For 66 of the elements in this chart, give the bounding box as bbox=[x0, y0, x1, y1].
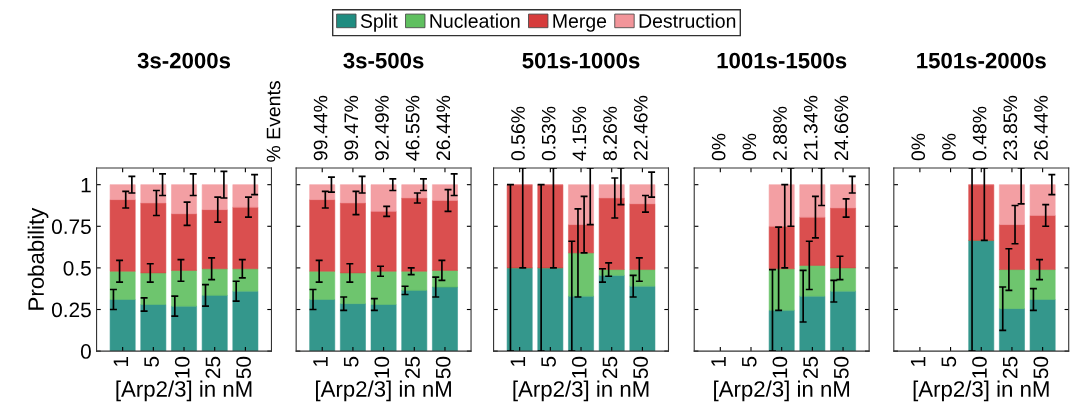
x-tick-label: 1 bbox=[510, 357, 526, 366]
x-tick-label: 50 bbox=[633, 356, 648, 379]
text: 0% bbox=[911, 133, 926, 161]
x-tick-label: 25 bbox=[602, 356, 618, 379]
y-axis-title: Probability bbox=[27, 207, 49, 310]
x-axis-title: [Arp2/3] in nM bbox=[316, 380, 451, 402]
text: 0% bbox=[942, 133, 956, 161]
x-tick-label: 10 bbox=[174, 356, 190, 378]
text: 26.44% bbox=[436, 95, 451, 161]
text: 99.47% bbox=[344, 95, 359, 161]
x-tick-label: 1 bbox=[910, 357, 926, 366]
x-tick-label: 5 bbox=[343, 356, 359, 367]
x-tick-label: 1 bbox=[313, 357, 328, 366]
chart-title: 3s-2000s bbox=[137, 52, 231, 69]
chart-title: 501s-1000s bbox=[522, 52, 640, 69]
text: 2.88% bbox=[773, 106, 787, 161]
chart-title: 1001s-1500s bbox=[717, 52, 847, 69]
x-tick-label: 50 bbox=[1033, 356, 1049, 379]
x-axis-title: [Arp2/3] in nM bbox=[714, 380, 850, 402]
text: 0.53% bbox=[541, 106, 556, 161]
x-tick-label: 25 bbox=[405, 356, 420, 379]
x-tick-label: 5 bbox=[742, 356, 757, 367]
text: 0.48% bbox=[972, 106, 987, 161]
x-tick-label: 50 bbox=[236, 356, 251, 379]
y-tick-label: 0.5 bbox=[63, 260, 91, 276]
legend-label: Destruction bbox=[639, 13, 736, 28]
x-tick-label: 10 bbox=[374, 356, 390, 378]
text: 46.55% bbox=[405, 95, 420, 161]
x-tick-label: 25 bbox=[1002, 356, 1018, 379]
text: 92.49% bbox=[375, 95, 389, 161]
chart-title: 3s-500s bbox=[343, 52, 424, 69]
x-tick-label: 10 bbox=[772, 356, 788, 378]
text: 4.15% bbox=[572, 106, 587, 161]
legend-label: Merge bbox=[553, 14, 607, 32]
legend-label: Split bbox=[360, 13, 398, 32]
y-tick-label: 1 bbox=[81, 177, 91, 193]
x-tick-label: 5 bbox=[541, 356, 556, 367]
x-axis-title: [Arp2/3] in nM bbox=[513, 380, 649, 402]
x-tick-label: 50 bbox=[833, 356, 849, 379]
x-tick-label: 50 bbox=[435, 356, 451, 379]
x-axis-title: [Arp2/3] in nM bbox=[913, 380, 1049, 402]
text: 0.56% bbox=[511, 106, 525, 161]
x-tick-label: 5 bbox=[144, 356, 159, 367]
y-tick-label: 0.75 bbox=[51, 219, 91, 235]
text: 23.85% bbox=[1003, 95, 1018, 161]
x-tick-label: 1 bbox=[711, 357, 726, 366]
legend-label: Nucleation bbox=[430, 13, 520, 28]
text: 0% bbox=[742, 133, 757, 161]
x-tick-label: 1 bbox=[113, 357, 129, 366]
x-axis-title: [Arp2/3] in nM bbox=[116, 380, 252, 402]
x-tick-label: 25 bbox=[205, 356, 221, 379]
x-tick-label: 10 bbox=[571, 356, 587, 378]
text: 99.44% bbox=[313, 95, 328, 161]
x-tick-label: 5 bbox=[941, 356, 957, 367]
x-tick-label: 25 bbox=[803, 356, 818, 379]
text: 0% bbox=[711, 133, 726, 161]
text: 21.34% bbox=[803, 95, 818, 161]
text: 26.44% bbox=[1034, 95, 1048, 161]
x2-axis-title: % Events bbox=[266, 81, 281, 162]
x-tick-label: 10 bbox=[972, 356, 987, 378]
y-tick-label: 0 bbox=[80, 344, 91, 359]
text: 8.26% bbox=[603, 106, 617, 161]
chart-title: 1501s-2000s bbox=[917, 52, 1046, 69]
text: 24.66% bbox=[834, 95, 849, 161]
y-tick-label: 0.25 bbox=[51, 302, 91, 318]
text: 22.46% bbox=[633, 95, 648, 161]
